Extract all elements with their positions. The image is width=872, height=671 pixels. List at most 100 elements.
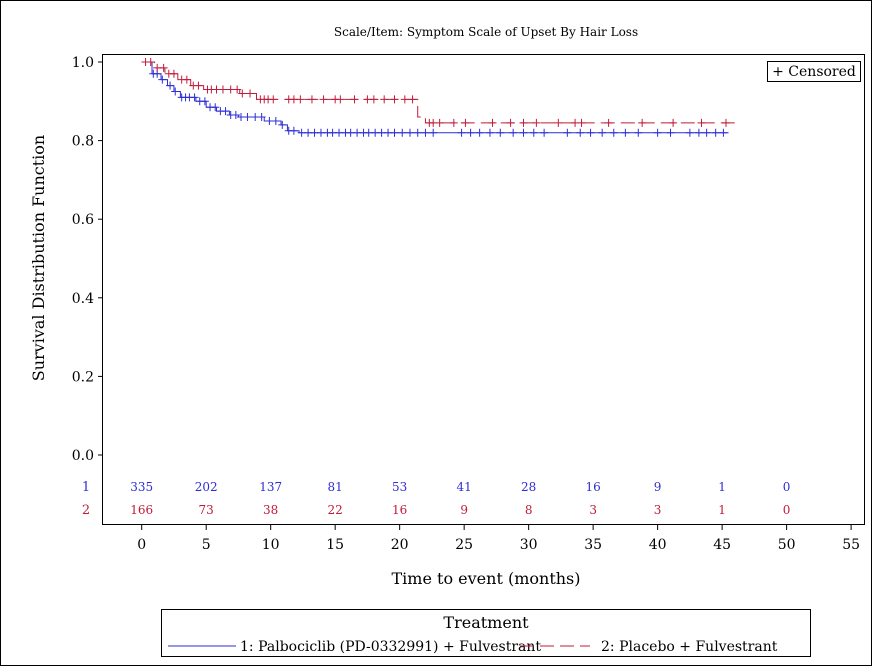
y-tick-label: 0.0 xyxy=(72,448,94,464)
at-risk-count: 16 xyxy=(392,503,407,517)
censor-mark-series-2 xyxy=(554,118,563,127)
censor-mark-series-1 xyxy=(719,128,728,137)
censor-mark-series-2 xyxy=(169,69,178,78)
censor-mark-series-2 xyxy=(506,118,515,127)
y-tick-label: 1.0 xyxy=(72,55,94,71)
censor-mark-series-1 xyxy=(485,128,494,137)
censored-legend-box xyxy=(767,61,861,82)
at-risk-count: 3 xyxy=(589,503,597,517)
censor-mark-series-2 xyxy=(218,85,227,94)
x-tick-label: 45 xyxy=(713,537,731,553)
x-tick-label: 40 xyxy=(649,537,667,553)
x-tick-label: 25 xyxy=(455,537,473,553)
censor-mark-series-1 xyxy=(563,128,572,137)
censor-mark-series-1 xyxy=(271,116,280,125)
censor-mark-series-1 xyxy=(653,128,662,137)
censor-mark-series-2 xyxy=(408,95,417,104)
censor-mark-series-1 xyxy=(666,128,675,137)
at-risk-count: 9 xyxy=(654,480,662,494)
at-risk-count: 3 xyxy=(654,503,662,517)
censor-mark-series-2 xyxy=(461,118,470,127)
censor-mark-series-2 xyxy=(449,118,458,127)
censor-mark-series-2 xyxy=(380,95,389,104)
censored-legend-text: + Censored xyxy=(772,64,856,80)
censor-mark-series-2 xyxy=(269,95,278,104)
censor-mark-series-2 xyxy=(604,118,613,127)
censor-mark-series-1 xyxy=(496,128,505,137)
censor-mark-series-1 xyxy=(243,113,252,122)
x-tick-label: 0 xyxy=(137,537,146,553)
censor-mark-series-1 xyxy=(278,120,287,129)
at-risk-row-label: 1 xyxy=(82,480,90,495)
x-tick-label: 30 xyxy=(520,537,538,553)
x-tick-label: 10 xyxy=(262,537,280,553)
at-risk-count: 166 xyxy=(130,503,153,517)
censor-mark-series-1 xyxy=(190,93,199,102)
x-tick-label: 50 xyxy=(778,537,796,553)
treatment-legend: Treatment 1: Palbociclib (PD-0332991) + … xyxy=(161,609,811,657)
censor-mark-series-1 xyxy=(405,128,414,137)
y-tick-label: 0.2 xyxy=(72,369,94,385)
y-axis-label: Survival Distribution Function xyxy=(29,135,48,381)
at-risk-count: 38 xyxy=(263,503,278,517)
censor-mark-series-1 xyxy=(171,87,180,96)
x-tick-label: 55 xyxy=(842,537,860,553)
censor-mark-series-1 xyxy=(519,128,528,137)
censor-mark-series-1 xyxy=(257,113,266,122)
at-risk-count: 202 xyxy=(195,480,218,494)
y-tick-label: 0.8 xyxy=(72,134,94,150)
censor-mark-series-1 xyxy=(390,128,399,137)
censor-mark-series-1 xyxy=(166,81,175,90)
legend-label-series-1: 1: Palbociclib (PD-0332991) + Fulvestran… xyxy=(240,639,541,655)
at-risk-count: 1 xyxy=(718,503,726,517)
at-risk-count: 0 xyxy=(783,503,791,517)
x-tick-label: 5 xyxy=(202,537,211,553)
y-tick-label: 0.4 xyxy=(72,291,94,307)
x-tick-label: 15 xyxy=(326,537,344,553)
censor-mark-series-2 xyxy=(532,118,541,127)
censor-mark-series-1 xyxy=(634,128,643,137)
censor-mark-series-2 xyxy=(146,58,155,66)
censor-mark-series-2 xyxy=(319,95,328,104)
at-risk-count: 73 xyxy=(199,503,214,517)
censor-mark-series-1 xyxy=(711,128,720,137)
censor-mark-series-2 xyxy=(194,81,203,90)
at-risk-count: 8 xyxy=(525,503,533,517)
y-tick-label: 0.6 xyxy=(72,212,94,228)
censor-mark-series-2 xyxy=(233,85,242,94)
censor-mark-series-1 xyxy=(576,128,585,137)
censor-mark-series-1 xyxy=(702,128,711,137)
censor-mark-series-2 xyxy=(350,95,359,104)
chart-subtitle: Scale/Item: Symptom Scale of Upset By Ha… xyxy=(334,25,638,39)
censor-mark-series-1 xyxy=(509,128,518,137)
censor-mark-series-2 xyxy=(577,118,586,127)
at-risk-count: 137 xyxy=(259,480,282,494)
legend-label-series-2: 2: Placebo + Fulvestrant xyxy=(601,639,778,655)
at-risk-count: 41 xyxy=(457,480,472,494)
censor-mark-series-2 xyxy=(159,63,168,72)
censor-mark-series-1 xyxy=(685,128,694,137)
at-risk-count: 28 xyxy=(521,480,536,494)
at-risk-count: 16 xyxy=(585,480,600,494)
at-risk-count: 0 xyxy=(783,480,791,494)
at-risk-count: 53 xyxy=(392,480,407,494)
censor-mark-series-2 xyxy=(669,118,678,127)
censor-mark-series-2 xyxy=(336,95,345,104)
legend-box xyxy=(161,609,811,657)
censor-mark-series-1 xyxy=(621,128,630,137)
censor-mark-series-2 xyxy=(435,118,444,127)
at-risk-row-label: 2 xyxy=(82,503,90,518)
censor-mark-series-1 xyxy=(529,128,538,137)
censor-mark-series-1 xyxy=(398,128,407,137)
censor-mark-series-2 xyxy=(638,118,647,127)
censor-mark-series-2 xyxy=(488,118,497,127)
x-tick-label: 20 xyxy=(391,537,409,553)
x-axis-label: Time to event (months) xyxy=(392,569,581,588)
censor-mark-series-1 xyxy=(609,128,618,137)
at-risk-count: 1 xyxy=(718,480,726,494)
censor-mark-series-2 xyxy=(182,75,191,84)
censor-mark-series-1 xyxy=(211,103,220,112)
censor-mark-series-2 xyxy=(296,95,305,104)
